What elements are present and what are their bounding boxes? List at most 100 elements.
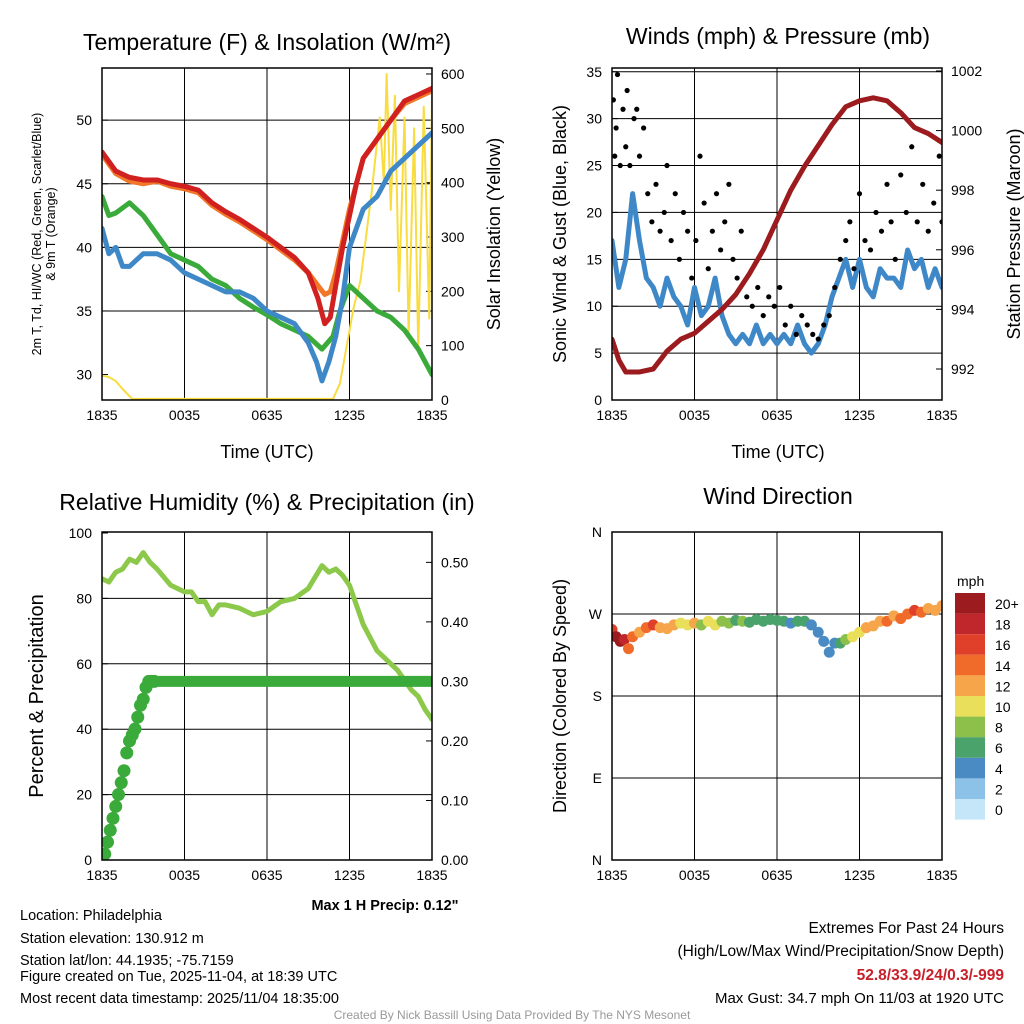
wind-direction-point <box>812 626 824 638</box>
wind-y2-tick-label: 994 <box>951 301 975 317</box>
rh-y-tick-label: 40 <box>76 721 92 737</box>
info-location: Location: Philadelphia <box>20 908 163 924</box>
wind-direction-point <box>805 619 817 631</box>
gust-point <box>821 322 827 328</box>
wind-direction-point <box>618 634 630 646</box>
wind-y-tick-label: 30 <box>586 111 602 127</box>
colorbar-label: 2 <box>995 781 1003 797</box>
gust-point <box>685 228 691 234</box>
rh-plot: 1835 0035 0635 1235 18350204060801000.000.10… <box>69 525 469 883</box>
gust-point <box>936 153 942 159</box>
gust-point <box>649 219 655 225</box>
wind-panel-title: Winds (mph) & Pressure (mb) <box>626 23 930 49</box>
gust-point <box>705 266 711 272</box>
wdir-x-tick-label: 0035 <box>679 867 710 883</box>
wind-x-tick-label: 1835 <box>596 407 627 423</box>
gust-point <box>657 228 663 234</box>
precipitation-point <box>103 823 117 837</box>
gust-point <box>878 228 885 234</box>
gust-point <box>892 256 898 262</box>
temp-y-tick-label: 40 <box>76 239 92 255</box>
precipitation-point <box>102 835 114 849</box>
gust-point <box>815 336 821 342</box>
colorbar-swatch <box>955 716 985 738</box>
precipitation-point <box>102 847 112 860</box>
wind-direction-point <box>818 635 830 647</box>
gust-point <box>612 153 618 159</box>
max-gust: Max Gust: 34.7 mph On 11/03 at 1920 UTC <box>715 990 1004 1007</box>
wind-y-tick-label: 35 <box>586 64 602 80</box>
temp-y-tick-label: 30 <box>76 367 92 383</box>
wind-y-tick-label: 20 <box>586 204 602 220</box>
wind-y2-tick-label: 996 <box>951 242 975 258</box>
wind-y-tick-label: 15 <box>586 251 602 267</box>
precipitation-point <box>114 776 128 790</box>
wdir-y-tick-label: W <box>589 606 603 622</box>
gust-point <box>627 162 633 169</box>
gust-point <box>782 322 788 328</box>
colorbar-label: 12 <box>995 678 1011 694</box>
gust-point <box>873 209 879 216</box>
wdir-y-tick-label: N <box>592 852 602 868</box>
gust-point <box>826 312 832 319</box>
gust-point <box>680 209 687 216</box>
precipitation-point <box>112 788 125 802</box>
gust-point <box>713 191 720 197</box>
gust-point <box>689 275 695 281</box>
rh-x-tick-label: 1835 <box>86 867 117 883</box>
temp-x-tick-label: 1835 <box>86 407 117 423</box>
precipitation-point <box>109 799 123 813</box>
gust-point <box>636 153 643 159</box>
gust-point <box>614 71 621 78</box>
gust-point <box>760 312 766 319</box>
gust-point <box>645 191 651 197</box>
temp-y2-tick-label: 200 <box>441 283 465 299</box>
rh-y2-tick-label: 0.40 <box>441 614 468 630</box>
gust-point <box>867 247 874 253</box>
rh-y-tick-label: 100 <box>69 525 93 541</box>
colorbar-swatch <box>955 737 985 758</box>
gust-point <box>631 116 637 122</box>
precipitation-point <box>120 746 134 760</box>
gust-point <box>847 219 853 225</box>
sonic-wind-line <box>612 191 942 356</box>
rh-panel-title: Relative Humidity (%) & Precipitation (i… <box>59 489 474 515</box>
wdir-x-tick-label: 1835 <box>596 867 627 883</box>
temp-panel-title: Temperature (F) & Insolation (W/m²) <box>83 29 451 55</box>
colorbar-swatch <box>955 613 985 635</box>
rh-y2-tick-label: 0.10 <box>441 792 468 808</box>
precipitation-point <box>117 764 131 778</box>
gust-point <box>664 162 670 169</box>
colorbar-swatch <box>955 757 985 779</box>
info-elevation: Station elevation: 130.912 m <box>20 931 204 947</box>
wind-y2-label: Station Pressure (Maroon) <box>1004 128 1024 339</box>
station-pressure-line <box>612 95 942 375</box>
wind-x-label: Time (UTC) <box>731 442 824 462</box>
colorbar-swatch <box>955 634 985 655</box>
rh-x-tick-label: 0035 <box>169 867 200 883</box>
gust-point <box>734 275 740 281</box>
gust-point <box>613 125 619 131</box>
gust-point <box>620 106 626 112</box>
gust-point <box>612 97 616 103</box>
rh-data <box>102 550 432 860</box>
wdir-y-tick-label: N <box>592 524 602 540</box>
rh-plot-frame <box>101 531 433 861</box>
gust-point <box>709 228 715 234</box>
colorbar-swatch <box>955 778 985 799</box>
colorbar-label: 8 <box>995 720 1003 736</box>
colorbar-swatch <box>955 675 985 696</box>
rh-y-tick-label: 80 <box>76 590 92 606</box>
wind-y2-tick-label: 1000 <box>951 123 982 139</box>
wind-y-label: Sonic Wind & Gust (Blue, Black) <box>550 105 570 363</box>
gust-point <box>718 247 724 253</box>
gust-point <box>931 200 937 206</box>
colorbar-label: 20+ <box>995 596 1019 612</box>
temp-plot-frame <box>101 67 433 401</box>
gust-point <box>862 237 868 244</box>
wdir-plot-frame <box>611 531 943 861</box>
wind-chill-line <box>102 130 432 384</box>
wdir-data <box>612 600 942 658</box>
gust-point <box>903 209 909 216</box>
